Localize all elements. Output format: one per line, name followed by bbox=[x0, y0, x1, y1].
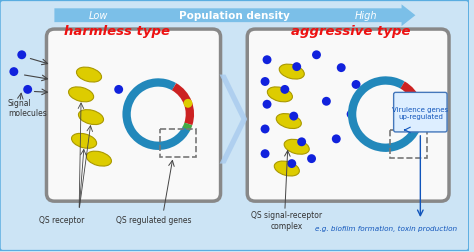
Text: High: High bbox=[355, 11, 377, 21]
Circle shape bbox=[263, 56, 272, 65]
Circle shape bbox=[307, 154, 316, 164]
Text: harmless type: harmless type bbox=[64, 24, 170, 37]
FancyBboxPatch shape bbox=[247, 30, 449, 201]
Circle shape bbox=[23, 86, 32, 94]
Bar bbox=[390, 131, 427, 158]
Circle shape bbox=[413, 99, 422, 108]
Bar bbox=[160, 130, 196, 157]
Circle shape bbox=[114, 86, 123, 94]
Circle shape bbox=[346, 110, 356, 119]
Text: Virulence genes
up-regulated: Virulence genes up-regulated bbox=[392, 106, 448, 119]
Ellipse shape bbox=[86, 151, 111, 166]
Text: e.g. biofilm formation, toxin production: e.g. biofilm formation, toxin production bbox=[315, 225, 457, 231]
Circle shape bbox=[297, 138, 306, 147]
Circle shape bbox=[261, 78, 270, 87]
Circle shape bbox=[18, 51, 26, 60]
Circle shape bbox=[287, 160, 296, 168]
Text: QS regulated genes: QS regulated genes bbox=[116, 216, 191, 225]
Circle shape bbox=[322, 98, 331, 106]
Ellipse shape bbox=[267, 87, 292, 102]
Ellipse shape bbox=[78, 110, 103, 125]
FancyBboxPatch shape bbox=[46, 30, 220, 201]
Ellipse shape bbox=[76, 68, 101, 83]
Circle shape bbox=[352, 81, 361, 89]
Polygon shape bbox=[219, 75, 247, 164]
Circle shape bbox=[261, 125, 270, 134]
Ellipse shape bbox=[274, 162, 300, 176]
Text: QS receptor: QS receptor bbox=[39, 216, 84, 225]
Ellipse shape bbox=[72, 134, 97, 149]
Ellipse shape bbox=[279, 65, 304, 80]
Circle shape bbox=[9, 68, 18, 77]
Circle shape bbox=[183, 100, 192, 108]
Text: QS signal-receptor
complex: QS signal-receptor complex bbox=[251, 210, 322, 230]
Text: Low: Low bbox=[89, 11, 109, 21]
Circle shape bbox=[263, 100, 272, 109]
FancyBboxPatch shape bbox=[393, 93, 447, 132]
Circle shape bbox=[281, 86, 289, 94]
Text: Signal
molecules: Signal molecules bbox=[8, 98, 46, 117]
Circle shape bbox=[292, 63, 301, 72]
Circle shape bbox=[337, 64, 346, 73]
Ellipse shape bbox=[69, 87, 94, 102]
Circle shape bbox=[312, 51, 321, 60]
Text: Population density: Population density bbox=[180, 11, 291, 21]
Ellipse shape bbox=[284, 140, 309, 155]
Circle shape bbox=[332, 135, 341, 144]
Polygon shape bbox=[55, 5, 415, 27]
Circle shape bbox=[289, 112, 298, 121]
Ellipse shape bbox=[276, 114, 301, 129]
Text: aggressive type: aggressive type bbox=[292, 24, 411, 37]
Circle shape bbox=[261, 150, 270, 159]
